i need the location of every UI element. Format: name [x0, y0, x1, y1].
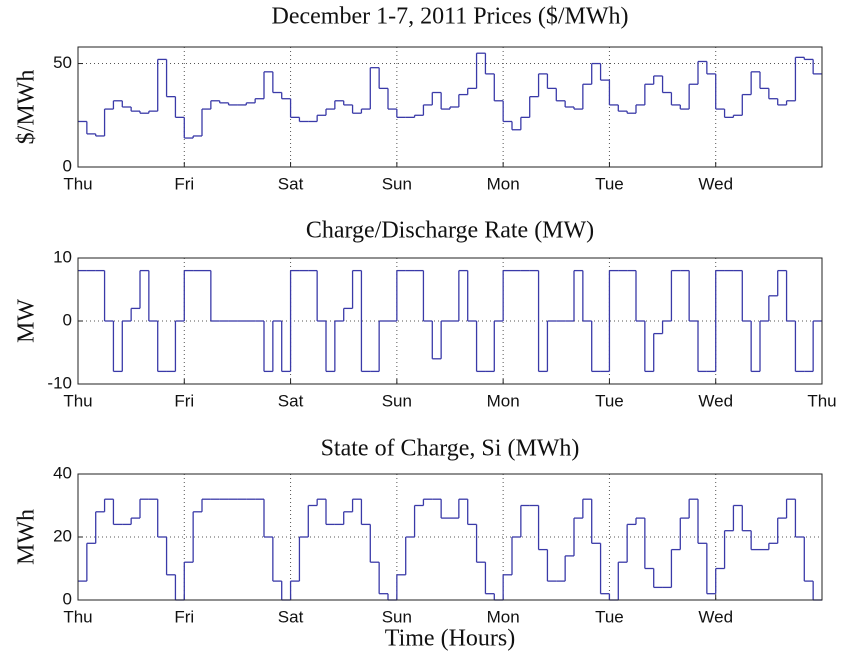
- y-axis-label: MW: [14, 299, 40, 343]
- x-tick-label: Wed: [698, 391, 733, 410]
- x-tick-label: Sun: [382, 607, 412, 626]
- x-tick-label: Mon: [487, 174, 520, 193]
- axes-frame: [77, 46, 823, 168]
- axes-frame: [77, 473, 823, 601]
- y-tick-label: 10: [53, 247, 72, 266]
- x-tick-label: Wed: [698, 607, 733, 626]
- panel-title: December 1-7, 2011 Prices ($/MWh): [272, 4, 629, 30]
- x-tick-label: Fri: [174, 391, 194, 410]
- x-axis-label: Time (Hours): [385, 626, 515, 652]
- y-tick-label: 50: [53, 53, 72, 72]
- x-tick-label: Mon: [487, 607, 520, 626]
- x-tick-label: Sun: [382, 391, 412, 410]
- y-axis-label: $/MWh: [14, 70, 40, 145]
- y-tick-label: 40: [53, 463, 72, 482]
- x-tick-label: Fri: [174, 607, 194, 626]
- y-tick-label: 0: [63, 156, 72, 175]
- x-tick-label: Thu: [807, 391, 836, 410]
- panel-title: Charge/Discharge Rate (MW): [306, 218, 594, 244]
- x-tick-label: Thu: [63, 174, 92, 193]
- x-tick-label: Fri: [174, 174, 194, 193]
- x-tick-label: Tue: [595, 174, 624, 193]
- y-axis-label: MWh: [14, 509, 40, 565]
- y-tick-label: 0: [63, 310, 72, 329]
- x-tick-label: Sat: [278, 607, 304, 626]
- x-tick-label: Sun: [382, 174, 412, 193]
- x-tick-label: Thu: [63, 391, 92, 410]
- y-tick-label: 0: [63, 589, 72, 608]
- x-tick-label: Tue: [595, 607, 624, 626]
- x-tick-label: Sat: [278, 174, 304, 193]
- x-tick-label: Tue: [595, 391, 624, 410]
- y-tick-label: -10: [47, 373, 72, 392]
- x-tick-label: Wed: [698, 174, 733, 193]
- y-tick-label: 20: [53, 526, 72, 545]
- axes-frame: [77, 257, 823, 385]
- panel-title: State of Charge, Si (MWh): [321, 436, 580, 462]
- x-tick-label: Thu: [63, 607, 92, 626]
- x-tick-label: Sat: [278, 391, 304, 410]
- x-tick-label: Mon: [487, 391, 520, 410]
